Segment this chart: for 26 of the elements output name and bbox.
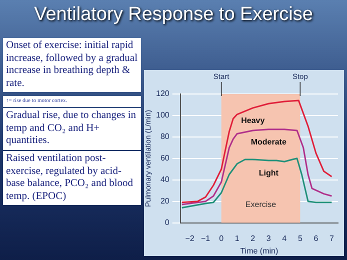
y-tick-label: 80 — [160, 132, 170, 142]
x-tick-label: 4 — [282, 234, 288, 243]
text: Onset of exercise: initial rapid increase, followed by a gradual increase in breathing depth & rate. — [3, 38, 141, 92]
series-label: Light — [258, 168, 279, 178]
x-tick-label: −2 — [185, 234, 195, 243]
y-tick-label: 40 — [160, 175, 170, 184]
x-tick-label: 0 — [219, 234, 224, 243]
x-tick-label: −1 — [201, 234, 211, 243]
x-axis-title: Time (min) — [240, 246, 278, 256]
x-tick-label: 2 — [250, 234, 256, 243]
text: Raised ventilation post-exercise, regulated by acid-base balance, PCO₂ and blood temp. (EPOC) — [3, 151, 141, 205]
x-tick-label: 5 — [298, 234, 303, 243]
x-tick-label: 7 — [329, 234, 334, 243]
x-tick-label: 3 — [266, 234, 272, 243]
chart-title: Ventilatory Response to Exercise — [33, 4, 314, 26]
y-tick-label: 0 — [164, 218, 170, 228]
text: Gradual rise, due to changes in temp and CO₂ and H+ quantities. — [3, 108, 141, 150]
x-tick-label: 6 — [314, 234, 319, 243]
y-tick-label: 60 — [160, 154, 170, 163]
x-tick-label: 1 — [234, 234, 240, 243]
series-label: Moderate — [250, 138, 287, 147]
y-tick-label: 20 — [160, 196, 170, 206]
y-tick-label: 100 — [156, 110, 170, 120]
band-label: Exercise — [245, 200, 277, 210]
series-label: Heavy — [241, 116, 266, 126]
y-tick-label: 120 — [156, 89, 170, 98]
